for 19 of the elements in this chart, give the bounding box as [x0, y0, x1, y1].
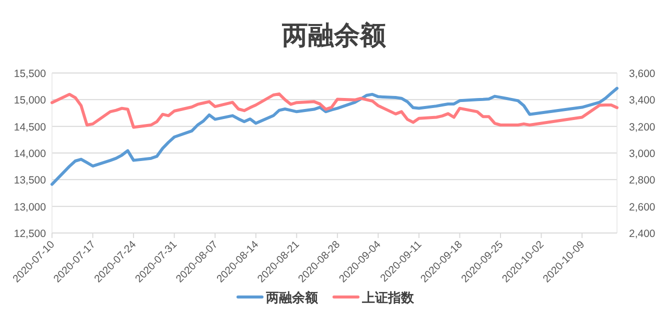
y2-tick-label: 2,400 — [629, 228, 656, 240]
y-tick-label: 15,500 — [14, 68, 46, 80]
chart-title: 两融余额 — [281, 20, 387, 50]
y-tick-label: 13,000 — [14, 201, 46, 214]
y2-tick-label: 2,800 — [629, 174, 656, 187]
y2-tick-label: 3,200 — [629, 121, 656, 134]
y2-tick-label: 3,600 — [629, 68, 656, 80]
y2-tick-label: 3,000 — [629, 148, 656, 160]
y2-tick-label: 2,600 — [629, 201, 656, 214]
line-series — [50, 86, 618, 186]
y-tick-label: 15,000 — [14, 94, 46, 107]
y2-tick-label: 3,400 — [629, 94, 656, 107]
y-tick-label: 12,500 — [14, 228, 46, 240]
legend-label: 上证指数 — [361, 290, 415, 305]
y-tick-label: 14,000 — [14, 148, 46, 160]
legend-label: 两融余额 — [265, 290, 319, 305]
y-tick-label: 13,500 — [14, 174, 46, 187]
y-tick-label: 14,500 — [14, 121, 46, 134]
line-series — [50, 92, 618, 129]
